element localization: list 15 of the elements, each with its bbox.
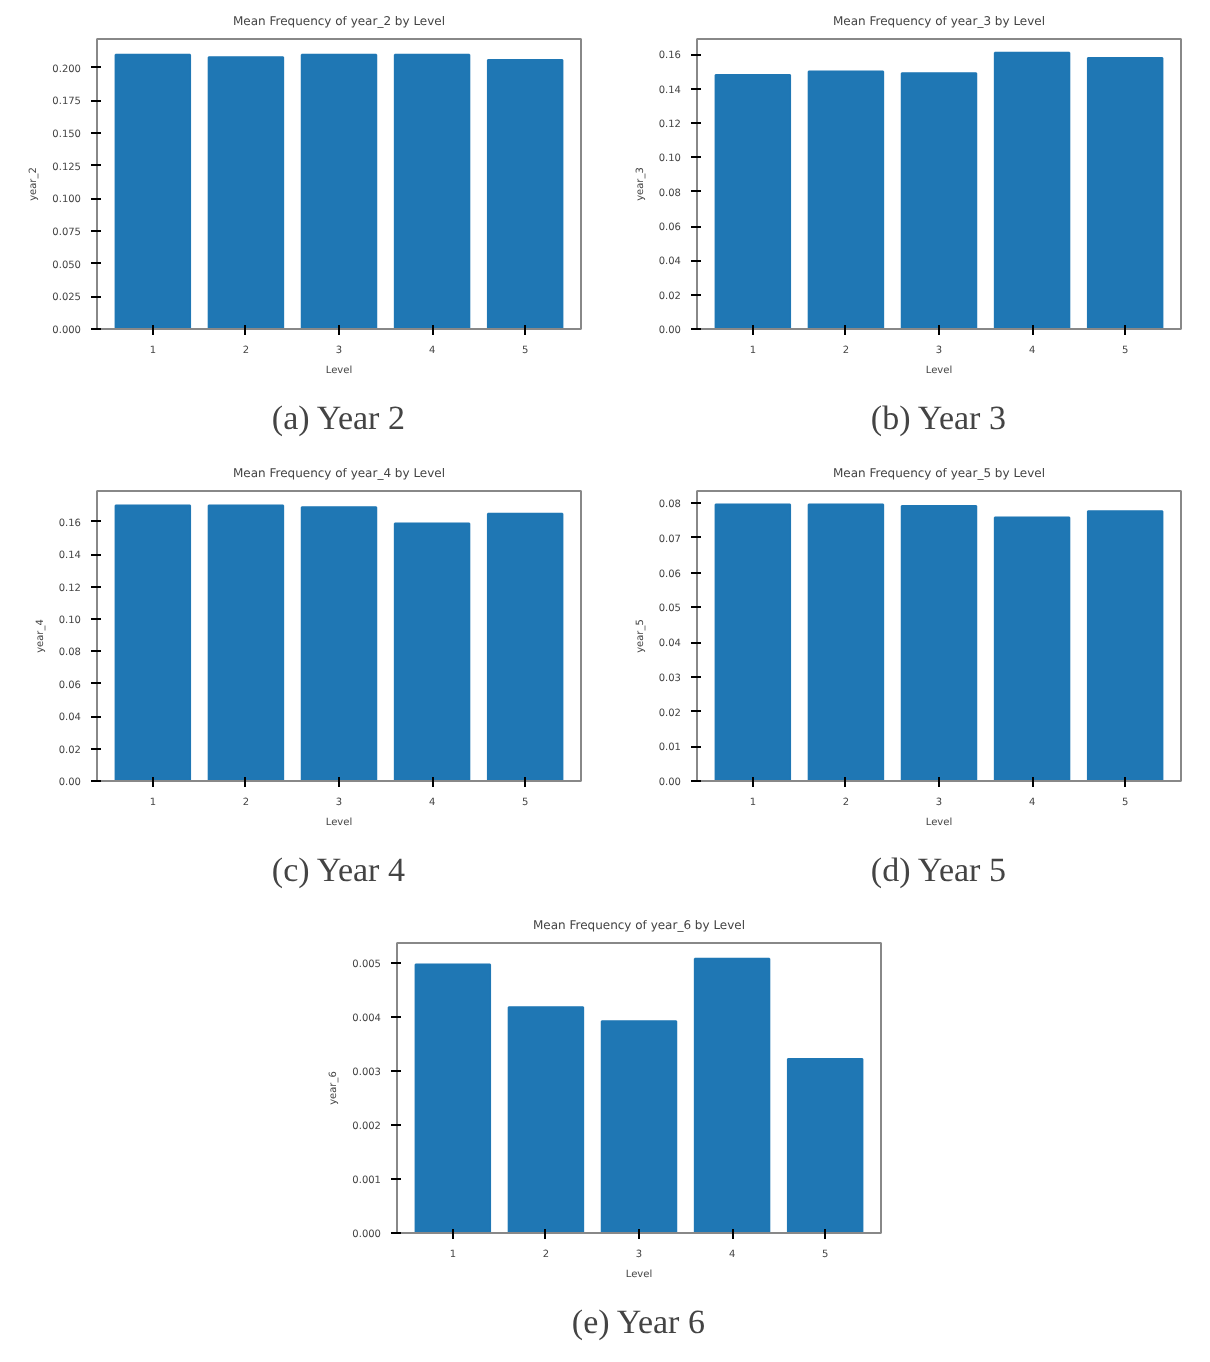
bar xyxy=(507,1006,585,1233)
text: (a) Year 2 xyxy=(271,399,405,437)
bar xyxy=(786,1057,864,1233)
bar xyxy=(486,512,564,781)
text: (d) Year 5 xyxy=(870,851,1006,889)
text: (e) Year 6 xyxy=(571,1303,705,1341)
bar xyxy=(600,1020,678,1233)
bar xyxy=(114,504,192,781)
bar xyxy=(300,506,378,781)
bar xyxy=(414,963,492,1233)
bar xyxy=(393,522,471,781)
text: (c) Year 4 xyxy=(271,851,406,889)
bar xyxy=(693,957,771,1233)
text: (b) Year 3 xyxy=(870,399,1006,437)
bar xyxy=(207,504,285,781)
